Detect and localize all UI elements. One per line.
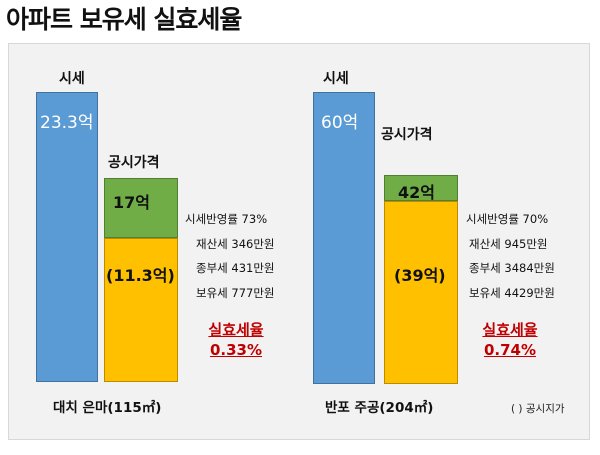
rate-label-1: 실효세율 bbox=[208, 321, 264, 339]
market-bar-1 bbox=[36, 92, 98, 382]
market-label-2: 시세 bbox=[323, 71, 349, 87]
group-caption-1: 대치 은마(115㎡) bbox=[53, 400, 162, 416]
public-label-2: 공시가격 bbox=[381, 127, 433, 143]
footnote: ( ) 공시지가 bbox=[511, 403, 565, 415]
stat-2-2: 종부세 3484만원 bbox=[469, 261, 555, 275]
public-value-2: 42억 bbox=[398, 183, 435, 202]
stat-1-1: 재산세 346만원 bbox=[196, 237, 275, 251]
rate-value-1: 0.33% bbox=[209, 341, 263, 359]
stat-2-0: 시세반영률 70% bbox=[466, 212, 549, 226]
public-label-1: 공시가격 bbox=[108, 155, 160, 171]
rate-value-2: 0.74% bbox=[483, 341, 537, 359]
stat-1-2: 종부세 431만원 bbox=[196, 261, 275, 275]
land-bar-2 bbox=[384, 201, 458, 384]
market-value-1: 23.3억 bbox=[40, 113, 94, 133]
market-value-2: 60억 bbox=[321, 113, 359, 133]
stat-1-3: 보유세 777만원 bbox=[196, 286, 275, 300]
land-value-1: (11.3억) bbox=[106, 266, 175, 285]
stat-2-3: 보유세 4429만원 bbox=[469, 286, 555, 300]
public-value-1: 17억 bbox=[113, 193, 150, 212]
rate-label-2: 실효세율 bbox=[482, 321, 538, 339]
land-bar-1 bbox=[104, 238, 178, 382]
stat-2-1: 재산세 945만원 bbox=[469, 237, 548, 251]
market-label-1: 시세 bbox=[59, 71, 85, 87]
public-top-bar-1 bbox=[104, 178, 178, 238]
chart-title: 아파트 보유세 실효세율 bbox=[6, 5, 242, 34]
stat-1-0: 시세반영률 73% bbox=[185, 212, 268, 226]
group-caption-2: 반포 주공(204㎡) bbox=[325, 400, 434, 416]
market-bar-2 bbox=[313, 92, 375, 384]
land-value-2: (39억) bbox=[394, 266, 446, 285]
public-top-bar-2 bbox=[384, 175, 458, 201]
chart-panel: 시세 23.3억 공시가격 17억 (11.3억) 시세반영률 73% 재산세 … bbox=[8, 43, 590, 440]
